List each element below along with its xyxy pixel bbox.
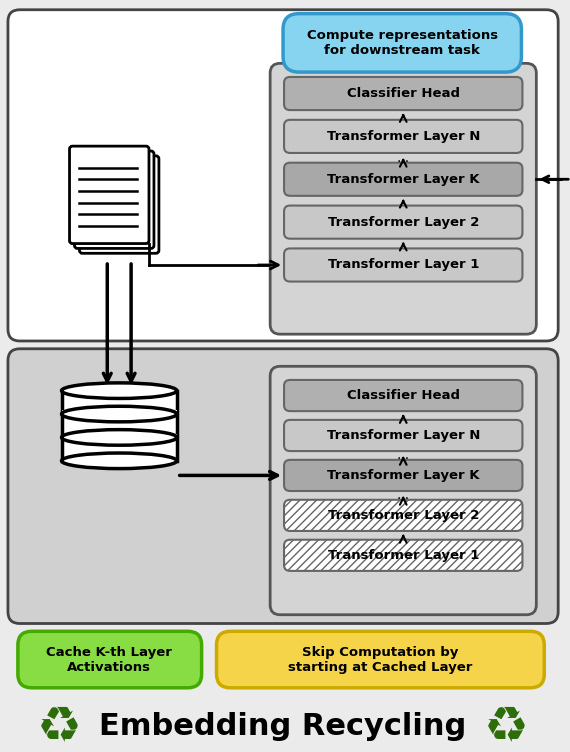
FancyBboxPatch shape bbox=[284, 420, 523, 451]
Text: Classifier Head: Classifier Head bbox=[347, 389, 460, 402]
Text: Transformer Layer N: Transformer Layer N bbox=[327, 130, 480, 143]
Ellipse shape bbox=[62, 429, 177, 445]
Polygon shape bbox=[62, 434, 177, 438]
Text: Transformer Layer 2: Transformer Layer 2 bbox=[328, 216, 479, 229]
Text: ...: ... bbox=[397, 151, 410, 165]
FancyBboxPatch shape bbox=[284, 162, 523, 196]
FancyBboxPatch shape bbox=[8, 349, 558, 623]
Text: Transformer Layer K: Transformer Layer K bbox=[327, 173, 479, 186]
Text: Embedding Recycling: Embedding Recycling bbox=[99, 712, 467, 741]
Text: Transformer Layer 2: Transformer Layer 2 bbox=[328, 509, 479, 522]
FancyBboxPatch shape bbox=[284, 205, 523, 238]
Text: ♻: ♻ bbox=[484, 703, 529, 750]
Ellipse shape bbox=[62, 453, 177, 468]
Text: Cache K-th Layer
Activations: Cache K-th Layer Activations bbox=[46, 645, 172, 674]
FancyBboxPatch shape bbox=[283, 14, 522, 72]
Text: ♻: ♻ bbox=[37, 703, 82, 750]
Text: Transformer Layer N: Transformer Layer N bbox=[327, 429, 480, 442]
FancyBboxPatch shape bbox=[284, 459, 523, 491]
FancyBboxPatch shape bbox=[217, 631, 544, 688]
FancyBboxPatch shape bbox=[79, 156, 159, 253]
FancyBboxPatch shape bbox=[284, 248, 523, 281]
Ellipse shape bbox=[62, 406, 177, 422]
Text: ...: ... bbox=[397, 488, 410, 502]
FancyBboxPatch shape bbox=[270, 366, 536, 614]
Text: Skip Computation by
starting at Cached Layer: Skip Computation by starting at Cached L… bbox=[288, 645, 473, 674]
FancyBboxPatch shape bbox=[270, 63, 536, 334]
Ellipse shape bbox=[62, 383, 177, 399]
FancyBboxPatch shape bbox=[284, 120, 523, 153]
Text: Transformer Layer K: Transformer Layer K bbox=[327, 469, 479, 482]
FancyBboxPatch shape bbox=[284, 500, 523, 531]
FancyBboxPatch shape bbox=[284, 540, 523, 571]
FancyBboxPatch shape bbox=[70, 146, 149, 244]
FancyBboxPatch shape bbox=[284, 77, 523, 110]
Text: Transformer Layer 1: Transformer Layer 1 bbox=[328, 259, 479, 271]
FancyBboxPatch shape bbox=[284, 380, 523, 411]
Polygon shape bbox=[62, 410, 177, 414]
Text: Compute representations
for downstream task: Compute representations for downstream t… bbox=[307, 29, 498, 57]
Text: Transformer Layer 1: Transformer Layer 1 bbox=[328, 549, 479, 562]
Polygon shape bbox=[62, 391, 177, 461]
FancyBboxPatch shape bbox=[75, 151, 154, 248]
FancyBboxPatch shape bbox=[8, 10, 558, 341]
FancyBboxPatch shape bbox=[18, 631, 202, 688]
Text: Classifier Head: Classifier Head bbox=[347, 87, 460, 100]
Text: ...: ... bbox=[397, 448, 410, 462]
